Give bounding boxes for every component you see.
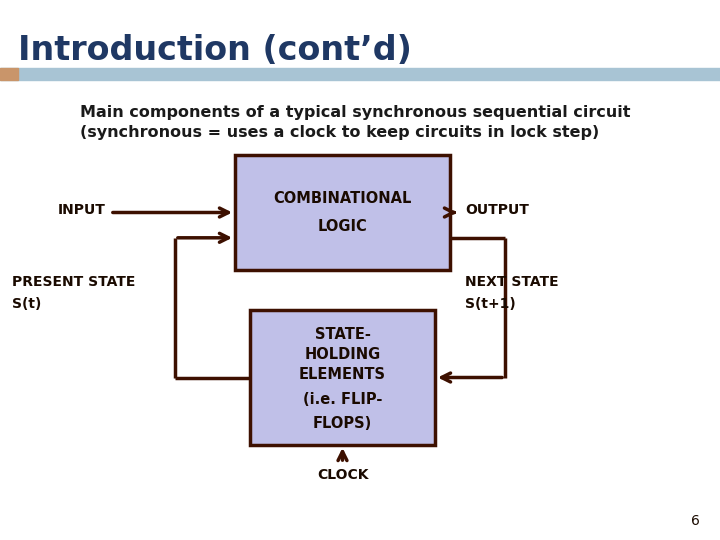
Text: PRESENT STATE: PRESENT STATE <box>12 275 135 289</box>
Text: ELEMENTS: ELEMENTS <box>299 367 386 382</box>
Text: S(t): S(t) <box>12 297 41 311</box>
Text: CLOCK: CLOCK <box>317 468 368 482</box>
Text: FLOPS): FLOPS) <box>313 416 372 431</box>
Text: (synchronous = uses a clock to keep circuits in lock step): (synchronous = uses a clock to keep circ… <box>80 125 599 140</box>
Text: LOGIC: LOGIC <box>318 219 367 234</box>
Text: HOLDING: HOLDING <box>305 347 381 362</box>
Text: S(t+1): S(t+1) <box>465 297 516 311</box>
Text: OUTPUT: OUTPUT <box>465 202 529 217</box>
Text: COMBINATIONAL: COMBINATIONAL <box>274 191 412 206</box>
Text: INPUT: INPUT <box>58 202 106 217</box>
Text: Main components of a typical synchronous sequential circuit: Main components of a typical synchronous… <box>80 105 631 120</box>
Text: STATE-: STATE- <box>315 327 370 342</box>
Bar <box>0 68 18 80</box>
Bar <box>0 68 720 80</box>
Text: Introduction (cont’d): Introduction (cont’d) <box>18 33 412 66</box>
Text: 6: 6 <box>691 514 700 528</box>
Bar <box>235 155 450 270</box>
Text: (i.e. FLIP-: (i.e. FLIP- <box>303 392 382 407</box>
Bar <box>250 310 435 445</box>
Text: NEXT STATE: NEXT STATE <box>465 275 559 289</box>
